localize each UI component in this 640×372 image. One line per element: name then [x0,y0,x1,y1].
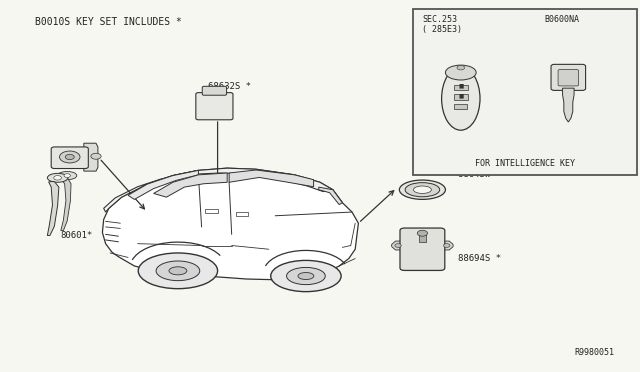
Bar [454,84,468,90]
Bar [454,104,467,109]
Ellipse shape [298,273,314,279]
Ellipse shape [445,65,476,80]
Polygon shape [229,170,314,187]
Text: ■: ■ [458,94,463,99]
Bar [454,94,468,99]
Circle shape [60,151,80,163]
Text: ■: ■ [458,84,463,89]
Ellipse shape [271,260,341,292]
Text: FOR INTELLIGENCE KEY: FOR INTELLIGENCE KEY [475,159,575,168]
Polygon shape [47,182,59,235]
Circle shape [65,154,74,160]
Polygon shape [440,241,453,250]
Circle shape [444,244,450,247]
FancyBboxPatch shape [196,93,233,120]
Ellipse shape [442,67,480,130]
Circle shape [54,176,61,180]
Ellipse shape [405,183,440,197]
Polygon shape [173,168,333,192]
Polygon shape [84,143,98,171]
Polygon shape [104,170,198,212]
Ellipse shape [413,186,431,193]
Text: 80601*: 80601* [61,231,93,240]
Polygon shape [61,179,71,231]
Text: 88694S *: 88694S * [458,254,500,263]
Circle shape [395,244,401,247]
Polygon shape [563,88,574,122]
FancyBboxPatch shape [551,64,586,90]
Ellipse shape [287,267,325,285]
Bar [236,212,248,216]
Polygon shape [102,168,358,280]
Bar [413,9,637,175]
Ellipse shape [156,261,200,280]
Circle shape [457,65,465,70]
Text: 68632S *: 68632S * [208,82,251,91]
FancyBboxPatch shape [400,228,445,270]
Circle shape [417,230,428,236]
Polygon shape [154,173,227,197]
Text: B0600NA: B0600NA [544,15,579,24]
Polygon shape [319,187,342,205]
Circle shape [64,174,70,177]
Ellipse shape [47,173,68,182]
FancyBboxPatch shape [51,147,88,169]
Polygon shape [128,170,198,199]
Ellipse shape [169,267,187,275]
Text: R9980051: R9980051 [575,348,614,357]
FancyBboxPatch shape [558,70,579,86]
Text: SEC.253
( 285E3): SEC.253 ( 285E3) [422,15,463,34]
Circle shape [91,153,101,159]
Ellipse shape [138,253,218,289]
FancyBboxPatch shape [202,86,227,95]
Polygon shape [392,241,404,250]
Bar [419,234,426,242]
Bar [205,209,218,213]
Text: 88643W *: 88643W * [458,170,500,179]
Text: B0010S KEY SET INCLUDES *: B0010S KEY SET INCLUDES * [35,17,182,27]
Ellipse shape [58,171,77,180]
Ellipse shape [399,180,445,199]
